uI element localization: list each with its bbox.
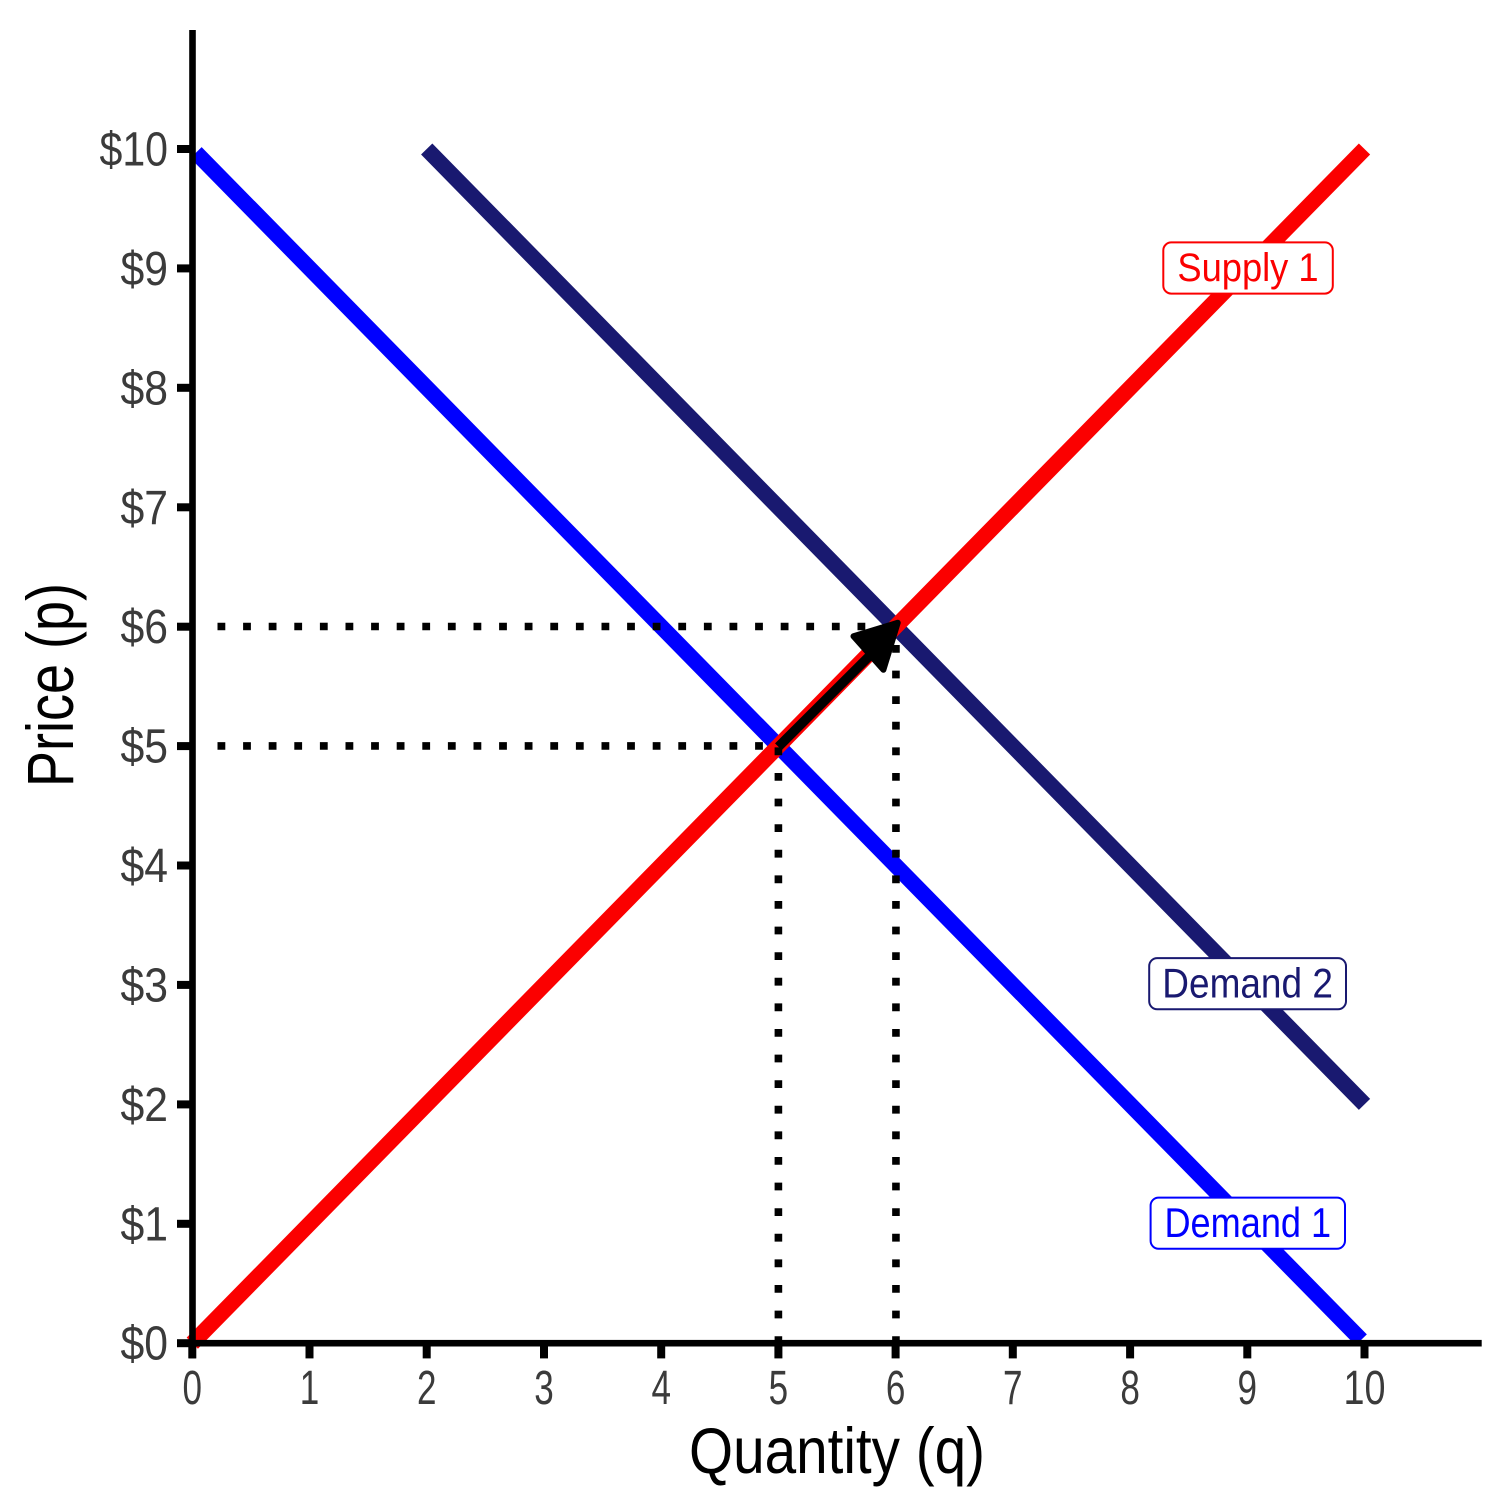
svg-text:$9: $9 — [121, 243, 169, 296]
svg-text:Price (p): Price (p) — [13, 583, 87, 787]
svg-text:$3: $3 — [121, 959, 169, 1012]
svg-text:$7: $7 — [121, 482, 169, 535]
svg-text:Demand 1: Demand 1 — [1164, 1199, 1331, 1246]
svg-text:10: 10 — [1344, 1362, 1386, 1415]
svg-text:1: 1 — [300, 1362, 320, 1415]
svg-text:2: 2 — [417, 1362, 437, 1415]
svg-text:$8: $8 — [121, 362, 169, 415]
svg-text:$6: $6 — [121, 601, 169, 654]
svg-text:8: 8 — [1120, 1362, 1140, 1415]
svg-text:$0: $0 — [121, 1318, 169, 1371]
svg-text:$10: $10 — [100, 124, 169, 177]
svg-text:Supply 1: Supply 1 — [1177, 246, 1318, 290]
svg-text:9: 9 — [1238, 1362, 1258, 1415]
svg-text:3: 3 — [534, 1362, 554, 1415]
svg-text:4: 4 — [651, 1362, 671, 1415]
svg-text:$5: $5 — [121, 721, 169, 774]
svg-text:Quantity (q): Quantity (q) — [689, 1414, 985, 1487]
svg-text:$1: $1 — [121, 1198, 169, 1251]
svg-text:$2: $2 — [121, 1079, 169, 1132]
svg-text:6: 6 — [886, 1362, 906, 1415]
svg-text:Demand 2: Demand 2 — [1162, 960, 1333, 1007]
svg-text:7: 7 — [1003, 1362, 1023, 1415]
svg-text:$4: $4 — [121, 840, 169, 893]
svg-text:0: 0 — [183, 1362, 203, 1415]
svg-text:5: 5 — [769, 1362, 789, 1415]
